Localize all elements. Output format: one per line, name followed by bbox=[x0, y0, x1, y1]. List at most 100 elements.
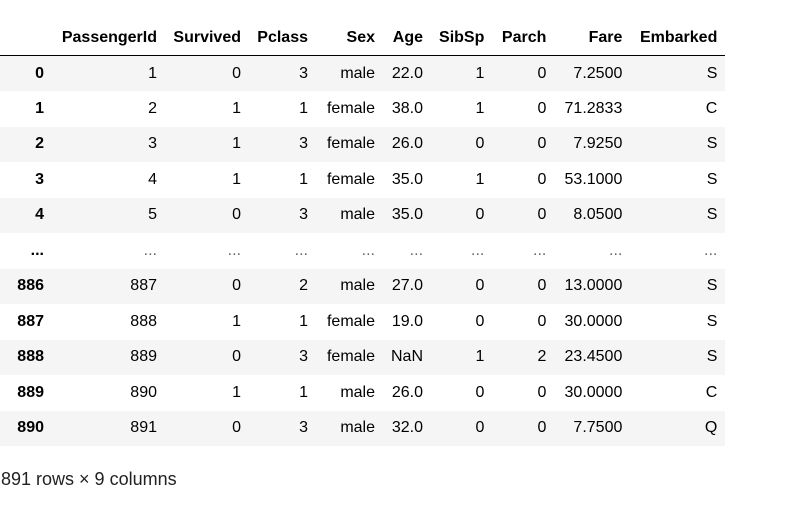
cell-sex: female bbox=[326, 312, 375, 330]
cell-sibsp: 0 bbox=[475, 135, 485, 153]
row-index: 3 bbox=[35, 170, 44, 188]
table-body: 0 1 0 3 male 22.0 1 0 7.2500 S 1 2 1 1 f… bbox=[0, 55, 726, 446]
cell-sex: female bbox=[326, 348, 375, 366]
cell-survived: 0 bbox=[232, 348, 241, 366]
cell-fare: 8.0500 bbox=[573, 206, 623, 224]
cell-embarked: S bbox=[706, 277, 718, 295]
cell-passengerid: 887 bbox=[130, 277, 157, 295]
table-row: 887 888 1 1 female 19.0 0 0 30.0000 S bbox=[0, 304, 726, 340]
cell-parch: 0 bbox=[537, 206, 547, 224]
cell-sibsp: 0 bbox=[475, 277, 485, 295]
cell-sibsp: 0 bbox=[475, 206, 485, 224]
cell-sibsp: ... bbox=[471, 241, 485, 259]
cell-survived: ... bbox=[227, 241, 241, 259]
table-row: 886 887 0 2 male 27.0 0 0 13.0000 S bbox=[0, 268, 726, 304]
dataframe-output: PassengerId Survived Pclass Sex Age SibS… bbox=[0, 20, 726, 446]
cell-embarked: C bbox=[705, 383, 718, 401]
cell-parch: 0 bbox=[537, 99, 547, 117]
cell-parch: ... bbox=[533, 241, 547, 259]
cell-fare: ... bbox=[609, 241, 623, 259]
column-header-sex: Sex bbox=[316, 20, 383, 56]
cell-sibsp: 0 bbox=[475, 383, 485, 401]
dataframe-shape-text: 891 rows × 9 columns bbox=[1, 469, 177, 489]
table-row: 888 889 0 3 female NaN 1 2 23.4500 S bbox=[0, 339, 726, 375]
row-index: 890 bbox=[17, 419, 44, 437]
column-header-parch: Parch bbox=[492, 20, 555, 56]
cell-pclass: ... bbox=[294, 241, 308, 259]
cell-passengerid: 891 bbox=[130, 419, 157, 437]
row-index: 2 bbox=[35, 135, 44, 153]
cell-passengerid: 4 bbox=[148, 170, 157, 188]
cell-pclass: 3 bbox=[299, 206, 308, 224]
cell-fare: 30.0000 bbox=[564, 312, 623, 330]
cell-fare: 23.4500 bbox=[564, 348, 623, 366]
cell-fare: 7.2500 bbox=[573, 64, 623, 82]
cell-age: 32.0 bbox=[391, 419, 424, 437]
cell-embarked: S bbox=[706, 312, 718, 330]
cell-pclass: 2 bbox=[299, 277, 308, 295]
cell-sibsp: 1 bbox=[475, 170, 485, 188]
cell-fare: 13.0000 bbox=[564, 277, 623, 295]
cell-sex: male bbox=[340, 277, 375, 295]
cell-age: 19.0 bbox=[391, 312, 424, 330]
cell-survived: 1 bbox=[232, 312, 241, 330]
cell-pclass: 3 bbox=[299, 64, 308, 82]
cell-age: 22.0 bbox=[391, 64, 424, 82]
cell-fare: 71.2833 bbox=[564, 99, 623, 117]
cell-pclass: 3 bbox=[299, 135, 308, 153]
cell-passengerid: 2 bbox=[148, 99, 157, 117]
row-index: 1 bbox=[35, 99, 44, 117]
cell-sex: female bbox=[326, 170, 375, 188]
cell-sibsp: 1 bbox=[475, 64, 485, 82]
cell-sex: male bbox=[340, 64, 375, 82]
row-index: 886 bbox=[17, 277, 44, 295]
cell-sibsp: 0 bbox=[475, 419, 485, 437]
cell-embarked: S bbox=[706, 206, 718, 224]
cell-sibsp: 1 bbox=[475, 99, 485, 117]
table-row: 1 2 1 1 female 38.0 1 0 71.2833 C bbox=[0, 91, 726, 127]
cell-survived: 1 bbox=[232, 99, 241, 117]
cell-survived: 0 bbox=[232, 277, 241, 295]
column-header-sibsp: SibSp bbox=[431, 20, 493, 56]
cell-pclass: 1 bbox=[299, 170, 308, 188]
cell-embarked: S bbox=[706, 64, 718, 82]
cell-parch: 2 bbox=[537, 348, 547, 366]
cell-survived: 0 bbox=[232, 64, 241, 82]
column-header-index bbox=[0, 20, 52, 56]
column-header-passengerid: PassengerId bbox=[52, 20, 165, 56]
table-row: 889 890 1 1 male 26.0 0 0 30.0000 C bbox=[0, 375, 726, 411]
cell-pclass: 3 bbox=[299, 348, 308, 366]
column-header-fare: Fare bbox=[554, 20, 631, 56]
cell-sibsp: 1 bbox=[475, 348, 485, 366]
table-row: 2 3 1 3 female 26.0 0 0 7.9250 S bbox=[0, 126, 726, 162]
cell-passengerid: 1 bbox=[148, 64, 157, 82]
cell-survived: 0 bbox=[232, 206, 241, 224]
table-row: 0 1 0 3 male 22.0 1 0 7.2500 S bbox=[0, 55, 726, 91]
cell-sex: female bbox=[326, 135, 375, 153]
cell-age: 26.0 bbox=[391, 135, 424, 153]
cell-parch: 0 bbox=[537, 135, 547, 153]
cell-parch: 0 bbox=[537, 419, 547, 437]
cell-age: 35.0 bbox=[391, 170, 424, 188]
cell-passengerid: 3 bbox=[148, 135, 157, 153]
cell-survived: 0 bbox=[232, 419, 241, 437]
column-header-embarked: Embarked bbox=[630, 20, 726, 56]
cell-pclass: 1 bbox=[299, 383, 308, 401]
cell-embarked: S bbox=[706, 135, 718, 153]
cell-sibsp: 0 bbox=[475, 312, 485, 330]
cell-fare: 7.9250 bbox=[573, 135, 623, 153]
column-header-age: Age bbox=[383, 20, 432, 56]
row-index: 888 bbox=[17, 348, 44, 366]
cell-embarked: C bbox=[705, 99, 718, 117]
cell-pclass: 3 bbox=[299, 419, 308, 437]
row-index: 0 bbox=[35, 64, 44, 82]
row-index: 887 bbox=[17, 312, 44, 330]
table-row: 4 5 0 3 male 35.0 0 0 8.0500 S bbox=[0, 197, 726, 233]
cell-passengerid: 889 bbox=[130, 348, 157, 366]
cell-fare: 53.1000 bbox=[564, 170, 623, 188]
cell-age: 27.0 bbox=[391, 277, 424, 295]
row-index: ... bbox=[30, 241, 44, 259]
cell-passengerid: 888 bbox=[130, 312, 157, 330]
cell-pclass: 1 bbox=[299, 312, 308, 330]
cell-pclass: 1 bbox=[299, 99, 308, 117]
